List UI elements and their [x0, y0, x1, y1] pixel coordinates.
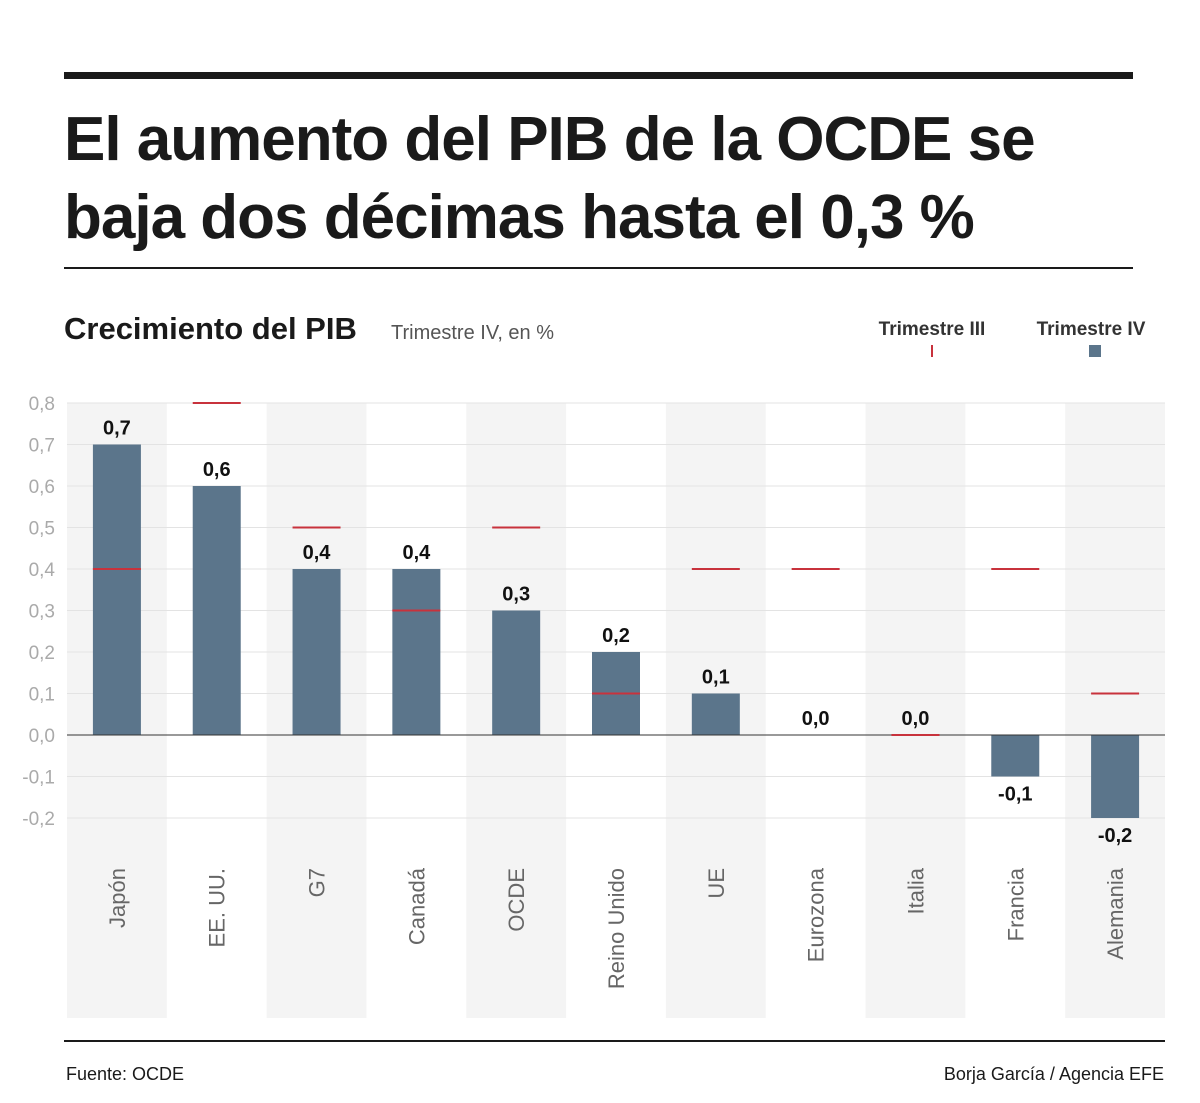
- data-label: 0,7: [103, 418, 131, 440]
- category-label: G7: [305, 868, 330, 897]
- title-rule: [64, 267, 1133, 269]
- bar-EE. UU.: [192, 486, 241, 735]
- category-label: Japón: [105, 868, 130, 928]
- bar-Canadá: [392, 569, 441, 735]
- legend-label-q3: Trimestre III: [879, 319, 986, 340]
- legend-swatch-q4: [1089, 345, 1101, 357]
- y-tick-label: 0,1: [29, 685, 55, 706]
- data-label: 0,6: [203, 459, 231, 481]
- category-label: Alemania: [1103, 867, 1128, 959]
- data-label: 0,4: [303, 542, 332, 564]
- data-label: 0,0: [802, 708, 830, 730]
- legend: Trimestre III Trimestre IV: [879, 319, 1146, 357]
- bar-Francia: [991, 735, 1040, 777]
- title-line-2: baja dos décimas hasta el 0,3 %: [64, 183, 974, 252]
- category-label: Francia: [1003, 867, 1028, 941]
- category-label: Reino Unido: [604, 868, 629, 989]
- chart-subtitle: Trimestre IV, en %: [391, 322, 554, 344]
- title-line-1: El aumento del PIB de la OCDE se: [64, 105, 1035, 174]
- top-rule: [64, 72, 1133, 79]
- category-label: Eurozona: [804, 867, 829, 962]
- category-label: Canadá: [404, 867, 429, 945]
- category-label: UE: [704, 868, 729, 899]
- category-label: EE. UU.: [205, 868, 230, 947]
- y-tick-label: 0,6: [29, 477, 55, 498]
- column-band: [1065, 403, 1165, 1018]
- category-label: OCDE: [504, 868, 529, 932]
- bar-Japón: [92, 444, 141, 735]
- y-tick-label: 0,7: [29, 436, 55, 457]
- legend-label-q4: Trimestre IV: [1037, 319, 1146, 340]
- data-label: 0,3: [502, 584, 530, 606]
- y-tick-label: 0,8: [29, 394, 55, 415]
- y-tick-label: 0,5: [29, 519, 55, 540]
- data-label: -0,1: [998, 784, 1032, 806]
- plot-area: 0,8 0,7 0,6 0,5 0,4 0,3 0,2 0,1 0,0 -0,1 -0,2 0,7 0,…: [22, 394, 1165, 1018]
- data-label: -0,2: [1098, 825, 1132, 847]
- category-label: Italia: [903, 867, 928, 914]
- y-tick-label: -0,1: [22, 768, 55, 789]
- y-tick-label: 0,0: [29, 726, 55, 747]
- y-tick-label: 0,4: [29, 560, 56, 581]
- bar-UE: [691, 693, 740, 735]
- y-tick-label: -0,2: [22, 809, 55, 830]
- chart-title: Crecimiento del PIB: [64, 311, 357, 346]
- y-tick-label: 0,3: [29, 602, 55, 623]
- credit-text: Borja García / Agencia EFE: [944, 1064, 1164, 1084]
- bar-OCDE: [492, 610, 541, 735]
- legend-swatch-q3: [931, 345, 933, 357]
- bar-G7: [292, 569, 341, 735]
- bar-Alemania: [1091, 735, 1140, 818]
- source-text: Fuente: OCDE: [66, 1064, 184, 1084]
- column-band: [865, 403, 966, 1018]
- data-label: 0,1: [702, 667, 730, 689]
- data-label: 0,2: [602, 625, 630, 647]
- data-label: 0,4: [402, 542, 431, 564]
- data-label: 0,0: [902, 708, 930, 730]
- y-tick-label: 0,2: [29, 643, 55, 664]
- bottom-rule: [64, 1040, 1165, 1042]
